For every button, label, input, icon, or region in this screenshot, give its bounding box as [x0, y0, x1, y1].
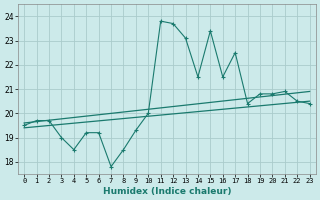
X-axis label: Humidex (Indice chaleur): Humidex (Indice chaleur)	[103, 187, 231, 196]
